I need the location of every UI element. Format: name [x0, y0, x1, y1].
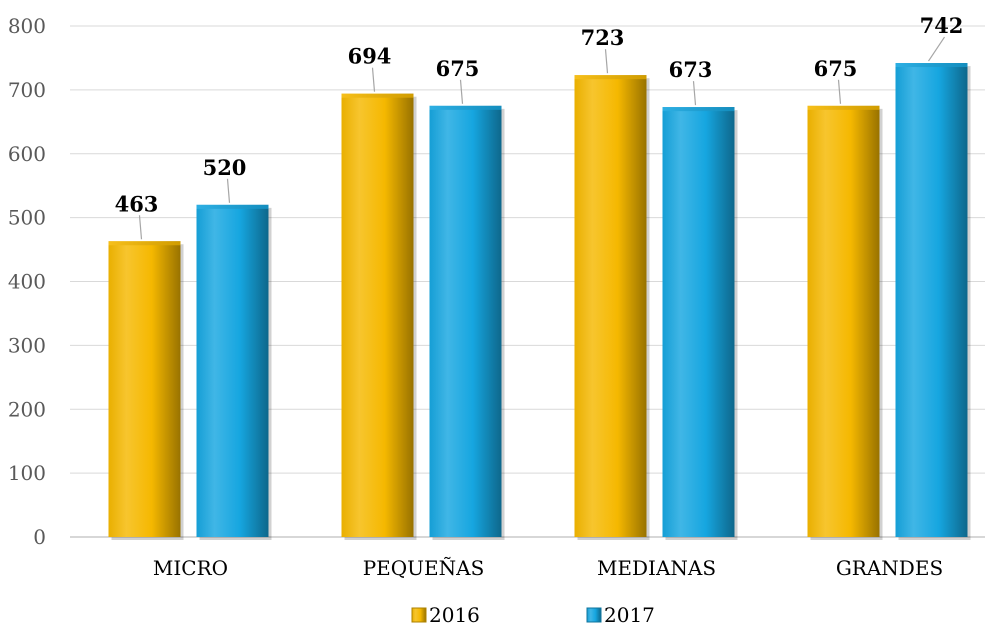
y-tick-label: 200: [8, 397, 46, 421]
y-tick-label: 500: [8, 206, 46, 230]
data-label-leader: [226, 178, 231, 203]
y-tick-label: 800: [8, 14, 46, 38]
bar: [108, 241, 181, 538]
y-tick-label: 400: [8, 270, 46, 294]
bar-2017-micro: [196, 204, 272, 540]
data-label-leader: [459, 79, 464, 104]
legend-label: 2017: [604, 603, 655, 627]
x-axis-category-labels: MICRO PEQUEÑAS MEDIANAS GRANDES: [153, 556, 943, 580]
data-label-leader: [837, 79, 842, 104]
data-label: 520: [203, 155, 247, 180]
bar: [895, 63, 968, 538]
bar: [196, 204, 269, 537]
legend-swatch: [586, 607, 602, 623]
x-category-label: MEDIANAS: [597, 556, 716, 580]
bar-2016-pequeñas: [341, 93, 417, 541]
x-category-label: MICRO: [153, 556, 228, 580]
y-tick-label: 300: [8, 333, 46, 357]
data-label: 694: [348, 44, 392, 69]
bars: [108, 63, 971, 541]
x-category-label: GRANDES: [836, 556, 943, 580]
bar-top-bevel: [574, 75, 647, 80]
y-tick-label: 0: [33, 525, 46, 549]
bar-2017-grandes: [895, 63, 971, 541]
bar: [429, 105, 502, 537]
bar-2017-pequeñas: [429, 105, 505, 540]
data-label-leader: [138, 215, 143, 240]
data-label: 673: [669, 57, 713, 82]
legend-swatch: [411, 607, 427, 623]
data-label-leader: [371, 67, 376, 92]
bar-top-bevel: [895, 63, 968, 68]
bar-top-bevel: [662, 107, 735, 112]
data-label-leader: [692, 81, 697, 106]
legend-item-2016: 2016: [411, 603, 480, 627]
bar-top-bevel: [108, 241, 181, 246]
data-label: 742: [920, 13, 964, 38]
legend: 2016 2017: [411, 603, 655, 627]
bar-top-bevel: [196, 204, 269, 209]
bar-top-bevel: [341, 93, 414, 98]
data-label: 463: [115, 191, 159, 216]
y-tick-label: 700: [8, 78, 46, 102]
bar: [574, 75, 647, 537]
bar: [341, 93, 414, 538]
bar: [662, 107, 735, 537]
data-label-leader: [604, 49, 609, 74]
bar-top-bevel: [807, 105, 880, 110]
data-labels: 463 520 694 675 723 673 675 742: [115, 13, 964, 240]
bar-2016-grandes: [807, 105, 883, 540]
data-label: 675: [436, 56, 480, 81]
legend-label: 2016: [429, 603, 480, 627]
bar-2016-medianas: [574, 75, 650, 540]
legend-item-2017: 2017: [586, 603, 655, 627]
data-label-leader: [928, 36, 945, 62]
bar-2017-medianas: [662, 107, 738, 540]
bar: [807, 105, 880, 537]
y-axis-tick-labels: 0 100 200 300 400 500 600 700 800: [8, 14, 46, 549]
data-label: 675: [814, 56, 858, 81]
y-tick-label: 100: [8, 461, 46, 485]
x-category-label: PEQUEÑAS: [363, 556, 485, 580]
bar-top-bevel: [429, 105, 502, 110]
y-tick-label: 600: [8, 142, 46, 166]
data-label: 723: [581, 25, 625, 50]
bar-2016-micro: [108, 241, 184, 541]
